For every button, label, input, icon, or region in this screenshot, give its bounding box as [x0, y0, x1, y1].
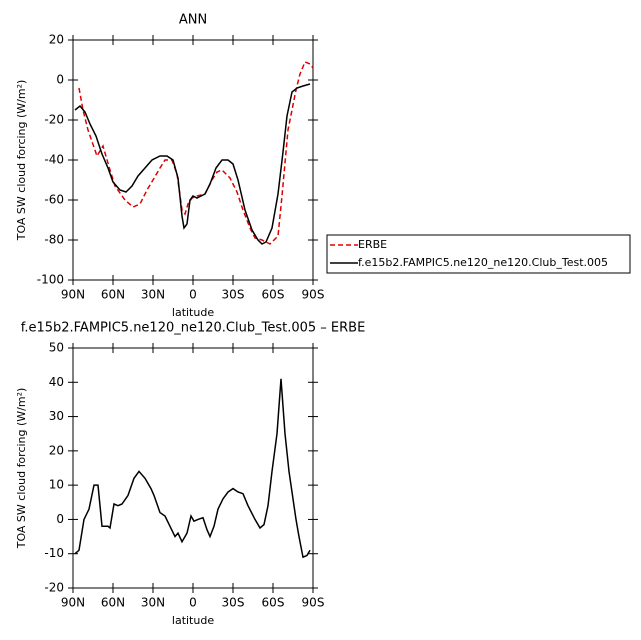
x-tick-label: 90S	[302, 596, 325, 610]
y-tick-label: 20	[49, 33, 64, 47]
legend-label: ERBE	[358, 238, 387, 251]
x-tick-label: 60N	[101, 596, 125, 610]
x-tick-label: 90N	[61, 596, 85, 610]
x-tick-label: 60S	[262, 596, 285, 610]
plot-frame	[72, 347, 314, 589]
x-tick-label: 60S	[262, 288, 285, 302]
y-tick-label: -20	[44, 581, 64, 595]
y-axis-label: TOA SW cloud forcing (W/m²)	[15, 80, 28, 242]
x-tick-label: 0	[189, 288, 197, 302]
y-tick-label: 0	[56, 73, 64, 87]
x-axis-label: latitude	[172, 306, 214, 319]
y-axis-label: TOA SW cloud forcing (W/m²)	[15, 388, 28, 550]
x-tick-label: 30N	[141, 596, 165, 610]
plot-frame	[72, 39, 314, 281]
x-tick-label: 0	[189, 596, 197, 610]
y-tick-label: 0	[56, 512, 64, 526]
data-line	[78, 61, 314, 245]
chart-title: f.e15b2.FAMPIC5.ne120_ne120.Club_Test.00…	[21, 321, 366, 336]
legend-box	[326, 234, 631, 274]
y-tick-label: -10	[44, 546, 64, 560]
x-tick-label: 60N	[101, 288, 125, 302]
y-tick-label: -20	[44, 113, 64, 127]
y-tick-label: 20	[49, 443, 64, 457]
x-axis-label: latitude	[172, 614, 214, 627]
chart-title: ANN	[179, 13, 207, 28]
y-tick-label: 10	[49, 478, 64, 492]
y-tick-label: -80	[44, 233, 64, 247]
y-tick-label: -100	[37, 273, 64, 287]
x-tick-label: 90N	[61, 288, 85, 302]
data-line	[74, 83, 311, 245]
legend-label: f.e15b2.FAMPIC5.ne120_ne120.Club_Test.00…	[358, 256, 608, 269]
x-tick-label: 30N	[141, 288, 165, 302]
x-tick-label: 90S	[302, 288, 325, 302]
data-line	[74, 378, 311, 559]
x-tick-label: 30S	[222, 288, 245, 302]
y-tick-label: 40	[49, 375, 64, 389]
y-tick-label: -60	[44, 193, 64, 207]
y-tick-label: 30	[49, 409, 64, 423]
x-tick-label: 30S	[222, 596, 245, 610]
y-tick-label: 50	[49, 341, 64, 355]
y-tick-label: -40	[44, 153, 64, 167]
